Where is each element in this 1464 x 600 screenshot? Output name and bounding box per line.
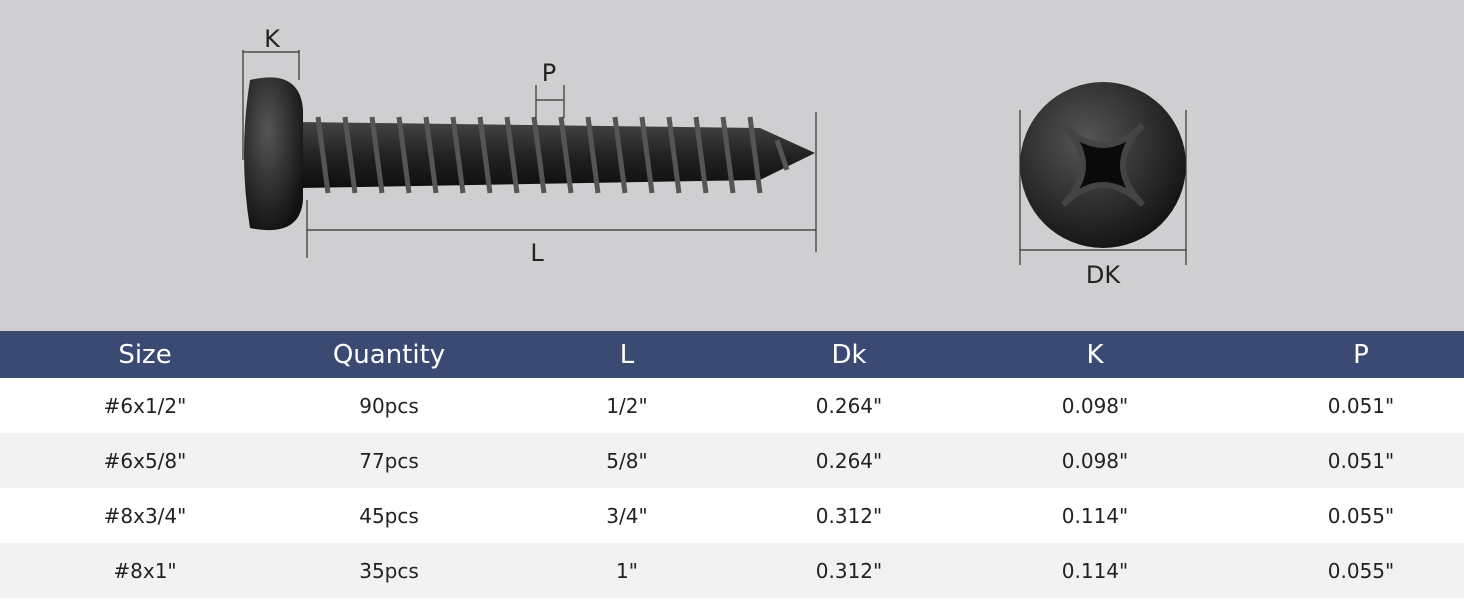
thread (612, 116, 628, 194)
dim-label: L (530, 239, 544, 267)
thread (666, 116, 682, 194)
thread (396, 116, 412, 194)
thread (369, 116, 385, 194)
table-cell: 0.098" (1061, 448, 1129, 473)
thread (477, 116, 493, 194)
thread (342, 116, 358, 194)
table-cell: 0.264" (815, 393, 883, 418)
table-cell: L (619, 339, 635, 370)
table-cell: 1/2" (606, 393, 648, 418)
table-cell: 0.114" (1061, 558, 1129, 583)
thread (450, 116, 466, 194)
table-cell: 1" (616, 558, 638, 583)
screw-diagram: K P L DK (242, 25, 1187, 289)
table-cell: 0.114" (1061, 503, 1129, 528)
table-cell: 0.264" (815, 448, 883, 473)
table-cell: 90pcs (359, 393, 419, 418)
table-cell: 45pcs (359, 503, 419, 528)
table-row: #8x3/4" 45pcs 3/4" 0.312" 0.114" 0.055" (0, 488, 1464, 543)
thread (693, 116, 709, 194)
thread (774, 139, 790, 171)
table-cell: 0.055" (1327, 558, 1395, 583)
table-cell: Quantity (332, 339, 446, 370)
table-cell: 77pcs (359, 448, 419, 473)
thread (423, 116, 439, 194)
table-cell: 0.098" (1061, 393, 1129, 418)
table-cell: Size (118, 339, 172, 370)
screw-side (244, 77, 815, 231)
thread (585, 116, 601, 194)
spec-table: Size Quantity L Dk K P #6x1/2" 90pcs 1/2" 0.264" 0… (0, 331, 1464, 598)
table-cell: P (1353, 339, 1369, 370)
thread (504, 116, 520, 194)
header-row: Size Quantity L Dk K P (0, 331, 1464, 378)
table-cell: 3/4" (606, 503, 648, 528)
table-row: #6x5/8" 77pcs 5/8" 0.264" 0.098" 0.051" (0, 433, 1464, 488)
table-cell: 0.312" (815, 558, 883, 583)
phillips-drive (1060, 122, 1146, 208)
dim-label: P (542, 59, 556, 87)
table-cell: Dk (831, 339, 867, 370)
table-cell: 0.051" (1327, 448, 1395, 473)
dimension-lines (242, 50, 1187, 265)
table-cell: K (1086, 339, 1104, 370)
table-cell: 35pcs (359, 558, 419, 583)
table-cell: 5/8" (606, 448, 648, 473)
table-row: #6x1/2" 90pcs 1/2" 0.264" 0.098" 0.051" (0, 378, 1464, 433)
diagram-area: K P L DK (0, 0, 1464, 331)
table-cell: #8x3/4" (103, 503, 187, 528)
dim-label: DK (1086, 261, 1121, 289)
thread (315, 116, 331, 194)
thread (747, 116, 763, 194)
thread (720, 116, 736, 194)
table-cell: 0.312" (815, 503, 883, 528)
table-cell: 0.055" (1327, 503, 1395, 528)
table-row: #8x1" 35pcs 1" 0.312" 0.114" 0.055" (0, 543, 1464, 598)
table-cell: 0.051" (1327, 393, 1395, 418)
thread (558, 116, 574, 194)
table-cell: #6x1/2" (103, 393, 187, 418)
thread (639, 116, 655, 194)
table-cell: #8x1" (113, 558, 177, 583)
thread (531, 116, 547, 194)
dim-label: K (264, 25, 281, 53)
table-cell: #6x5/8" (103, 448, 187, 473)
